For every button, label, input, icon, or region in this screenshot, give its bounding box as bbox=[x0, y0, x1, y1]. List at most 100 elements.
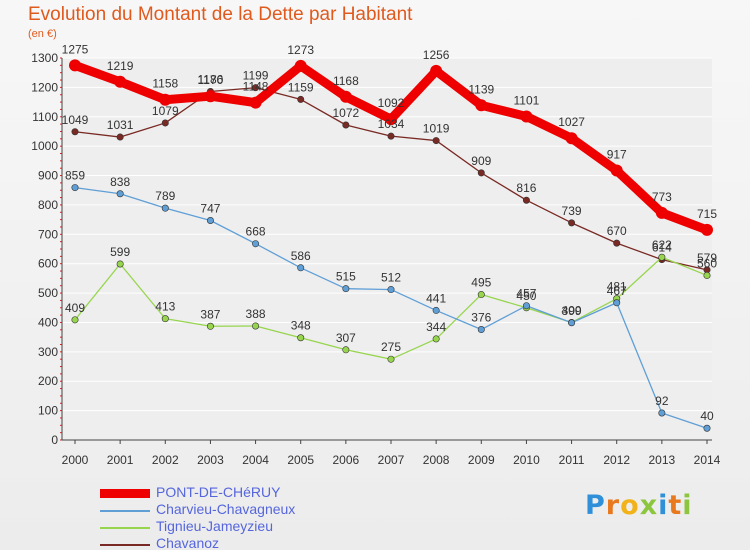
x-tick-label: 2014 bbox=[694, 453, 721, 467]
data-label: 1275 bbox=[62, 42, 89, 56]
data-point bbox=[249, 96, 262, 109]
data-point bbox=[69, 59, 81, 72]
data-point bbox=[339, 90, 352, 103]
data-label: 1049 bbox=[62, 113, 89, 127]
data-label: 739 bbox=[562, 204, 582, 218]
legend-label: Charvieu-Chavagneux bbox=[156, 501, 296, 517]
data-point bbox=[432, 137, 440, 145]
data-point bbox=[568, 319, 576, 327]
y-tick-label: 900 bbox=[38, 169, 58, 183]
data-point bbox=[432, 306, 440, 314]
data-label: 1186 bbox=[198, 72, 224, 86]
x-tick-label: 2009 bbox=[468, 453, 495, 467]
data-point bbox=[658, 253, 666, 261]
data-label: 1034 bbox=[378, 117, 405, 131]
legend-swatch bbox=[100, 489, 150, 498]
data-point bbox=[477, 291, 485, 299]
data-point bbox=[161, 119, 169, 127]
data-label: 388 bbox=[246, 307, 266, 321]
x-tick-label: 2008 bbox=[423, 453, 450, 467]
data-label: 1072 bbox=[333, 106, 360, 120]
data-label: 92 bbox=[655, 394, 669, 408]
x-tick-label: 2003 bbox=[197, 453, 224, 467]
x-tick-label: 2010 bbox=[513, 453, 540, 467]
data-label: 859 bbox=[65, 169, 85, 183]
data-label: 816 bbox=[516, 181, 536, 195]
data-point bbox=[297, 95, 305, 103]
data-point bbox=[477, 326, 485, 334]
data-label: 586 bbox=[291, 249, 311, 263]
data-label: 495 bbox=[471, 276, 491, 290]
y-tick-label: 1000 bbox=[31, 139, 58, 153]
y-tick-label: 600 bbox=[38, 257, 58, 271]
data-point bbox=[294, 59, 307, 72]
data-label: 1256 bbox=[423, 48, 450, 62]
x-tick-label: 2006 bbox=[333, 453, 360, 467]
data-label: 409 bbox=[65, 301, 85, 315]
x-tick-label: 2011 bbox=[559, 453, 585, 467]
x-tick-label: 2007 bbox=[378, 453, 405, 467]
data-point bbox=[159, 93, 172, 106]
y-tick-label: 700 bbox=[38, 227, 58, 241]
data-label: 1158 bbox=[152, 77, 178, 91]
data-point bbox=[206, 322, 214, 330]
data-point bbox=[342, 121, 350, 129]
data-label: 1079 bbox=[152, 104, 179, 118]
x-tick-label: 2004 bbox=[242, 453, 269, 467]
y-tick-label: 1300 bbox=[31, 51, 58, 65]
data-point bbox=[297, 264, 305, 272]
proxiti-logo: Proxiti bbox=[585, 490, 693, 521]
data-label: 909 bbox=[471, 154, 491, 168]
y-tick-label: 200 bbox=[38, 374, 58, 388]
data-point bbox=[252, 322, 260, 330]
data-label: 668 bbox=[246, 225, 266, 239]
data-point bbox=[703, 271, 711, 279]
legend-swatch bbox=[100, 527, 150, 529]
data-point bbox=[71, 128, 79, 136]
data-point bbox=[613, 239, 621, 247]
data-label: 670 bbox=[607, 224, 627, 238]
y-tick-label: 100 bbox=[38, 404, 58, 418]
data-point bbox=[701, 223, 713, 236]
data-label: 1219 bbox=[107, 59, 134, 73]
data-point bbox=[475, 99, 488, 112]
data-label: 917 bbox=[607, 148, 627, 162]
data-label: 1273 bbox=[287, 43, 314, 57]
data-point bbox=[161, 204, 169, 212]
data-point bbox=[387, 286, 395, 294]
data-label: 622 bbox=[652, 238, 672, 252]
data-point bbox=[385, 113, 397, 126]
data-label: 1168 bbox=[333, 74, 359, 88]
data-label: 838 bbox=[110, 175, 130, 189]
data-label: 400 bbox=[562, 303, 582, 317]
data-label: 515 bbox=[336, 270, 356, 284]
data-point bbox=[430, 64, 443, 77]
data-point bbox=[342, 285, 350, 293]
data-label: 450 bbox=[516, 289, 536, 303]
data-label: 307 bbox=[336, 331, 356, 345]
data-label: 747 bbox=[200, 201, 220, 215]
data-label: 387 bbox=[200, 307, 220, 321]
data-label: 773 bbox=[652, 190, 672, 204]
data-point bbox=[387, 355, 395, 363]
data-label: 348 bbox=[291, 319, 311, 333]
data-label: 1139 bbox=[468, 82, 494, 96]
data-point bbox=[613, 299, 621, 307]
data-point bbox=[387, 132, 395, 140]
data-point bbox=[116, 190, 124, 198]
y-tick-label: 0 bbox=[51, 433, 58, 447]
data-label: 399 bbox=[562, 304, 582, 318]
data-label: 275 bbox=[381, 340, 401, 354]
data-label: 344 bbox=[426, 320, 446, 334]
y-axis-unit: (en €) bbox=[28, 28, 57, 40]
data-point bbox=[655, 206, 668, 219]
y-tick-label: 800 bbox=[38, 198, 58, 212]
legend-swatch bbox=[100, 544, 150, 546]
x-tick-label: 2000 bbox=[62, 453, 89, 467]
data-label: 441 bbox=[426, 291, 446, 305]
data-point bbox=[252, 84, 260, 92]
data-point bbox=[161, 315, 169, 323]
y-tick-label: 500 bbox=[38, 286, 58, 300]
data-point bbox=[116, 133, 124, 141]
data-label: 413 bbox=[155, 300, 175, 314]
